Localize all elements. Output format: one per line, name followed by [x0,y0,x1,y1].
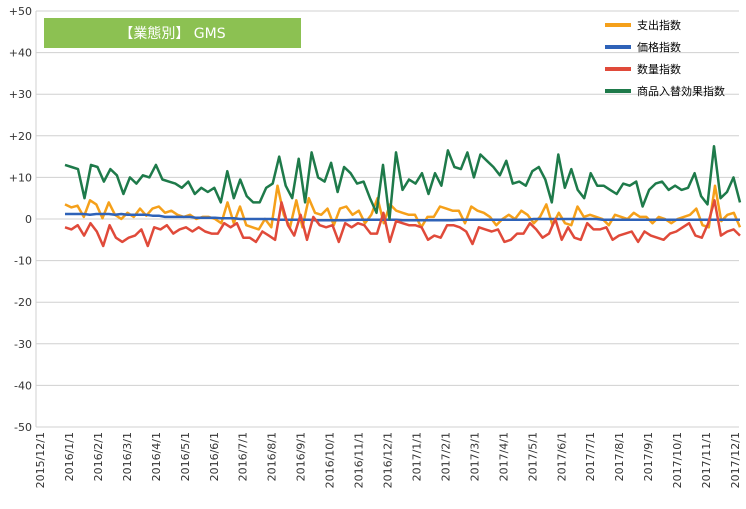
x-tick-label: 2016/9/1 [295,432,308,481]
y-tick-label: -30 [14,338,32,351]
legend-item-product-turnover: 商品入替効果指数 [605,80,725,102]
y-tick-label: -40 [14,379,32,392]
legend-swatch-price [605,45,631,49]
x-tick-label: 2017/12/1 [729,432,742,488]
x-tick-label: 2016/6/1 [208,432,221,481]
legend-item-expenditure: 支出指数 [605,14,725,36]
x-axis-ticks: 2015/12/1 2016/1/1 2016/2/1 2016/3/1 2016/4/… [34,432,742,488]
y-tick-label: +50 [9,5,32,18]
x-tick-label: 2015/12/1 [34,432,47,488]
x-tick-label: 2016/11/1 [353,432,366,488]
x-tick-label: 2016/1/1 [63,432,76,481]
x-tick-label: 2016/2/1 [92,432,105,481]
y-tick-label: -10 [14,255,32,268]
series-line-quantity [64,199,741,248]
legend-label-expenditure: 支出指数 [637,19,681,32]
x-tick-label: 2016/3/1 [121,432,134,481]
legend-item-quantity: 数量指数 [605,58,725,80]
legend-swatch-expenditure [605,23,631,27]
series-line-price [65,212,740,222]
y-tick-label: -50 [14,421,32,434]
y-tick-label: 0 [25,213,32,226]
x-tick-label: 2016/10/1 [324,432,337,488]
x-tick-label: 2017/3/1 [468,432,481,481]
x-tick-label: 2017/10/1 [671,432,684,488]
y-tick-label: +20 [9,130,32,143]
legend: 支出指数 価格指数 数量指数 商品入替効果指数 [605,14,725,102]
y-tick-label: +30 [9,88,32,101]
x-tick-label: 2017/8/1 [613,432,626,481]
series-lines [64,144,742,248]
y-tick-label: +40 [9,47,32,60]
legend-label-price: 価格指数 [637,41,681,54]
y-tick-label: +10 [9,171,32,184]
chart-title: 【業態別】 GMS [44,18,301,48]
x-tick-label: 2016/5/1 [179,432,192,481]
series-line-product-turnover [64,144,742,221]
x-tick-label: 2016/7/1 [237,432,250,481]
x-tick-label: 2017/5/1 [526,432,539,481]
x-tick-label: 2017/9/1 [642,432,655,481]
legend-label-product-turnover: 商品入替効果指数 [637,85,725,98]
x-tick-label: 2016/4/1 [150,432,163,481]
x-tick-label: 2017/7/1 [584,432,597,481]
y-tick-label: -20 [14,296,32,309]
x-tick-label: 2017/2/1 [439,432,452,481]
legend-swatch-product-turnover [605,89,631,93]
legend-swatch-quantity [605,67,631,71]
x-tick-label: 2017/4/1 [497,432,510,481]
x-tick-label: 2017/11/1 [700,432,713,488]
x-tick-label: 2016/12/1 [382,432,395,488]
legend-item-price: 価格指数 [605,36,725,58]
x-tick-label: 2017/6/1 [555,432,568,481]
legend-label-quantity: 数量指数 [637,63,681,76]
x-tick-label: 2016/8/1 [266,432,279,481]
x-tick-label: 2017/1/1 [410,432,423,481]
y-axis-ticks: +50 +40 +30 +20 +10 0 -10 -20 -30 -40 -50 [9,5,32,434]
